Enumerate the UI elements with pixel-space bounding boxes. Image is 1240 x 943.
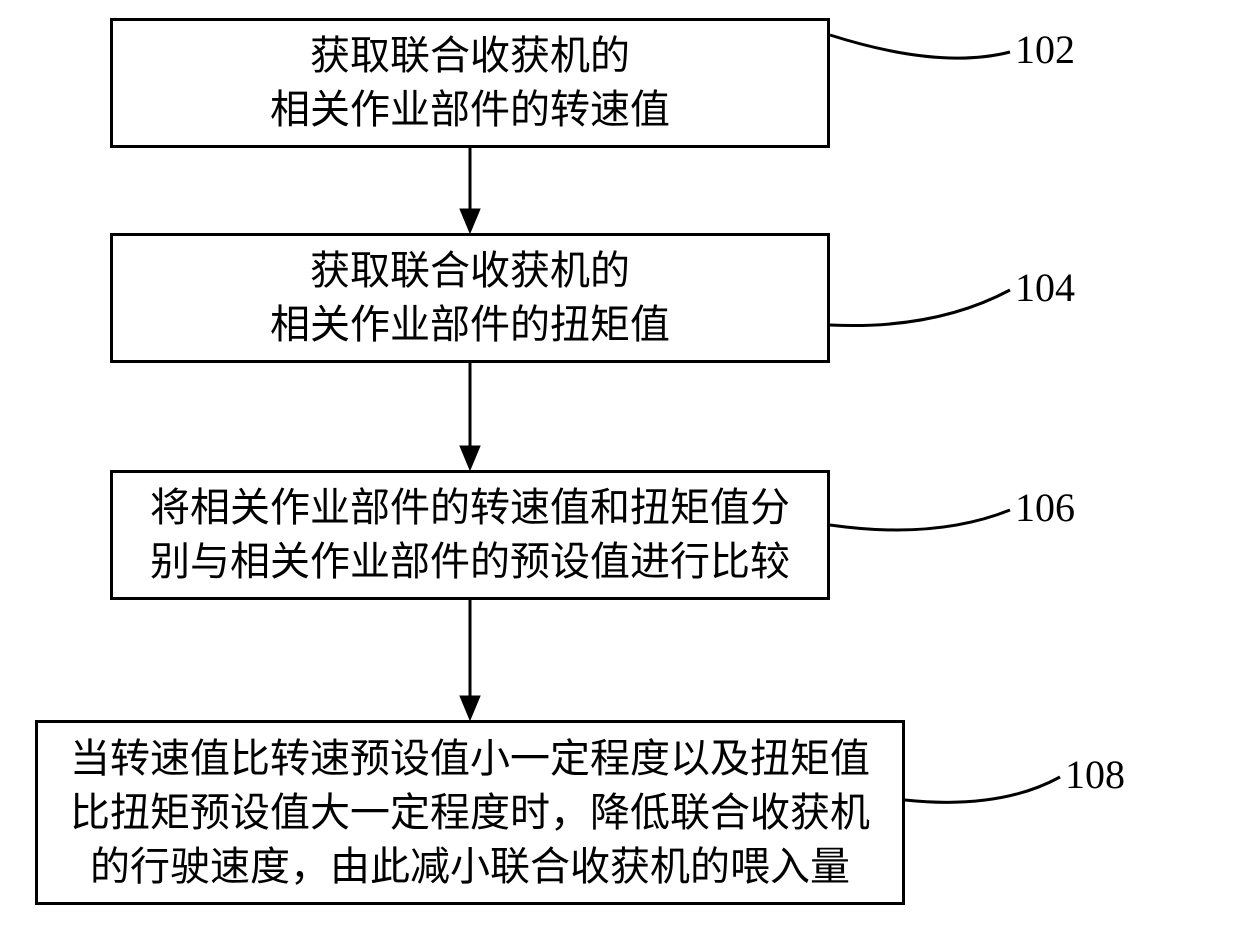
reference-leader-lines <box>830 35 1060 802</box>
flowchart-node-104-text: 获取联合收获机的 相关作业部件的扭矩值 <box>270 244 670 352</box>
flowchart-node-106-text: 将相关作业部件的转速值和扭矩值分 别与相关作业部件的预设值进行比较 <box>150 481 790 589</box>
flowchart-node-104: 获取联合收获机的 相关作业部件的扭矩值 <box>110 233 830 363</box>
reference-label-102: 102 <box>1015 30 1075 70</box>
flowchart-node-108-text: 当转速值比转速预设值小一定程度以及扭矩值 比扭矩预设值大一定程度时，降低联合收获… <box>70 732 870 894</box>
flowchart-node-102: 获取联合收获机的 相关作业部件的转速值 <box>110 18 830 148</box>
reference-label-106: 106 <box>1015 488 1075 528</box>
reference-label-108: 108 <box>1065 755 1125 795</box>
reference-label-104: 104 <box>1015 268 1075 308</box>
flowchart-node-108: 当转速值比转速预设值小一定程度以及扭矩值 比扭矩预设值大一定程度时，降低联合收获… <box>35 720 905 905</box>
flowchart-canvas: 获取联合收获机的 相关作业部件的转速值 获取联合收获机的 相关作业部件的扭矩值 … <box>0 0 1240 943</box>
flowchart-node-102-text: 获取联合收获机的 相关作业部件的转速值 <box>270 29 670 137</box>
flowchart-node-106: 将相关作业部件的转速值和扭矩值分 别与相关作业部件的预设值进行比较 <box>110 470 830 600</box>
